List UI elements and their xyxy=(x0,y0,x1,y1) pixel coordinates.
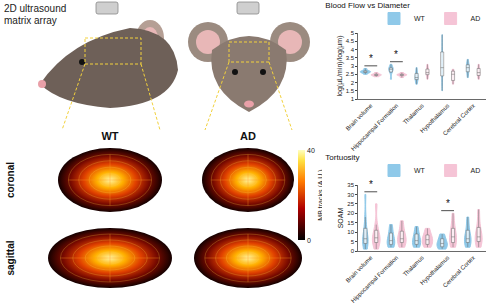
svg-text:Hypothalamus: Hypothalamus xyxy=(419,255,450,286)
svg-text:Blood Flow vs Diameter: Blood Flow vs Diameter xyxy=(325,1,410,10)
svg-text:2D ultrasound: 2D ultrasound xyxy=(4,3,66,14)
svg-text:30: 30 xyxy=(347,192,354,198)
svg-text:*: * xyxy=(446,198,450,209)
svg-text:25: 25 xyxy=(347,201,354,207)
svg-text:5: 5 xyxy=(351,30,355,36)
svg-text:4: 4 xyxy=(351,47,355,53)
svg-text:AD: AD xyxy=(471,167,481,174)
svg-text:Thalamus: Thalamus xyxy=(402,255,425,278)
svg-text:3: 3 xyxy=(351,63,355,69)
svg-text:Cerebral Cortex: Cerebral Cortex xyxy=(442,255,476,289)
svg-text:20: 20 xyxy=(347,210,354,216)
svg-text:MB tracks (A.U.): MB tracks (A.U.) xyxy=(317,169,325,220)
svg-text:Hippocampal Formation: Hippocampal Formation xyxy=(350,255,399,304)
svg-text:2.5: 2.5 xyxy=(346,71,355,77)
svg-text:0: 0 xyxy=(351,248,355,254)
svg-text:Thalamus: Thalamus xyxy=(402,103,425,126)
svg-text:*: * xyxy=(369,179,373,190)
svg-text:AD: AD xyxy=(240,130,256,142)
svg-text:0: 0 xyxy=(307,237,311,244)
svg-text:sagittal: sagittal xyxy=(5,240,16,275)
svg-text:40: 40 xyxy=(307,147,315,154)
svg-text:Hippocampal Formation: Hippocampal Formation xyxy=(350,103,399,152)
svg-text:coronal: coronal xyxy=(5,162,16,198)
svg-text:Cerebral Cortex: Cerebral Cortex xyxy=(442,103,476,137)
svg-text:3.5: 3.5 xyxy=(346,55,355,61)
svg-text:Tortuosity: Tortuosity xyxy=(325,153,359,162)
svg-text:Brain volume: Brain volume xyxy=(345,102,374,131)
svg-text:2: 2 xyxy=(351,80,355,86)
svg-text:SOAM: SOAM xyxy=(337,208,344,229)
svg-text:15: 15 xyxy=(347,220,354,226)
svg-text:WT: WT xyxy=(414,15,426,22)
svg-text:10: 10 xyxy=(347,229,354,235)
svg-text:5: 5 xyxy=(351,239,355,245)
svg-text:4.5: 4.5 xyxy=(346,38,355,44)
svg-text:1.5: 1.5 xyxy=(346,88,355,94)
svg-text:*: * xyxy=(394,49,398,60)
svg-text:*: * xyxy=(369,53,373,64)
svg-text:Hypothalamus: Hypothalamus xyxy=(419,103,450,134)
svg-text:WT: WT xyxy=(101,130,118,142)
svg-text:WT: WT xyxy=(414,167,426,174)
svg-text:matrix array: matrix array xyxy=(4,15,57,26)
svg-text:log(µL/min)/log(µm): log(µL/min)/log(µm) xyxy=(336,36,344,97)
svg-text:35: 35 xyxy=(347,182,354,188)
svg-text:Brain volume: Brain volume xyxy=(345,254,374,283)
svg-text:AD: AD xyxy=(471,15,481,22)
svg-text:1: 1 xyxy=(351,96,355,102)
